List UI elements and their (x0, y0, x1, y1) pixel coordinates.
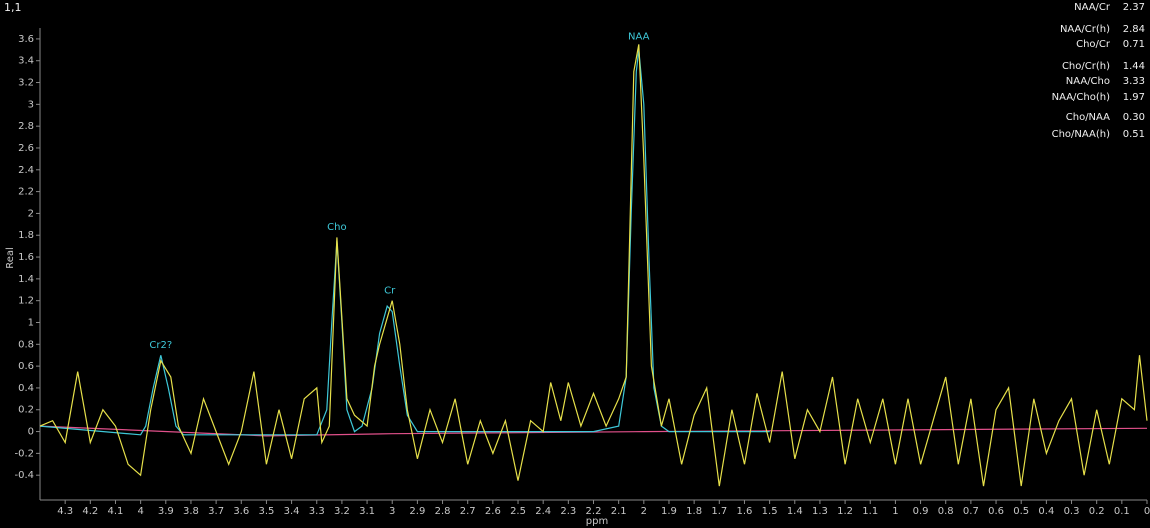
y-tick-label: 1.8 (18, 230, 34, 241)
x-tick-label: 4.2 (82, 506, 98, 517)
x-tick-label: 2.5 (510, 506, 526, 517)
ratio-value: 2.37 (1123, 2, 1145, 13)
x-tick-label: 1.7 (711, 506, 727, 517)
ratio-value: 1.44 (1123, 61, 1145, 72)
ratio-label: Cho/NAA (1066, 112, 1110, 123)
y-tick-label: 3.6 (18, 34, 34, 45)
y-tick-label: 0 (28, 427, 34, 438)
ratio-label: Cho/Cr(h) (1062, 61, 1110, 72)
x-tick-label: 1.5 (762, 506, 778, 517)
x-tick-label: 4 (137, 506, 143, 517)
x-tick-label: 1.8 (686, 506, 702, 517)
x-tick-label: 3.5 (258, 506, 274, 517)
x-tick-label: 0.1 (1114, 506, 1130, 517)
ratio-value: 2.84 (1123, 24, 1145, 35)
x-tick-label: 3.8 (183, 506, 199, 517)
x-tick-label: 2.6 (485, 506, 501, 517)
y-axis-label: Real (5, 247, 16, 269)
x-tick-label: 0.4 (1038, 506, 1054, 517)
y-tick-label: 1 (28, 317, 34, 328)
x-axis-label: ppm (586, 516, 608, 527)
x-tick-label: 2.8 (435, 506, 451, 517)
x-tick-label: 1.3 (812, 506, 828, 517)
x-tick-label: 0.5 (1013, 506, 1029, 517)
x-tick-label: 0.7 (963, 506, 979, 517)
ratio-label: Cho/Cr (1076, 39, 1111, 50)
x-tick-label: 0 (1144, 506, 1150, 517)
x-tick-label: 3 (389, 506, 395, 517)
x-tick-label: 0.6 (988, 506, 1004, 517)
x-tick-label: 2.9 (409, 506, 425, 517)
x-tick-label: 2.7 (460, 506, 476, 517)
y-tick-label: 1.2 (18, 296, 34, 307)
x-tick-label: 3.7 (208, 506, 224, 517)
y-tick-label: 0.4 (18, 383, 34, 394)
y-tick-label: 3 (28, 99, 34, 110)
ratio-label: NAA/Cr (1074, 2, 1111, 13)
x-tick-label: 2.2 (586, 506, 602, 517)
x-tick-label: 0.3 (1064, 506, 1080, 517)
y-tick-label: 0.8 (18, 339, 34, 350)
series-line (39, 425, 1148, 437)
x-tick-label: 2.1 (611, 506, 627, 517)
y-tick-label: 2.6 (18, 143, 34, 154)
x-tick-label: 3.6 (233, 506, 249, 517)
peak-label: NAA (628, 31, 650, 42)
x-tick-label: 1.2 (837, 506, 853, 517)
viewport-label: 1,1 (4, 1, 22, 14)
x-tick-label: 1.6 (737, 506, 753, 517)
x-tick-label: 1.1 (862, 506, 878, 517)
y-tick-label: 0.6 (18, 361, 34, 372)
x-tick-label: 0.2 (1089, 506, 1105, 517)
ratio-label: NAA/Cho (1066, 76, 1110, 87)
x-tick-label: 3.9 (158, 506, 174, 517)
ratio-value: 0.51 (1123, 129, 1145, 140)
x-tick-label: 3.2 (334, 506, 350, 517)
ratio-label: Cho/NAA(h) (1052, 129, 1110, 140)
x-tick-label: 3.4 (284, 506, 300, 517)
x-tick-label: 4.1 (108, 506, 124, 517)
y-tick-label: 0.2 (18, 405, 34, 416)
y-tick-label: 1.4 (18, 274, 34, 285)
peak-label: Cho (327, 222, 346, 233)
x-tick-label: 1 (892, 506, 898, 517)
series-line (39, 44, 1148, 487)
ratio-value: 1.97 (1123, 92, 1145, 103)
y-tick-label: -0.4 (14, 470, 34, 481)
y-tick-label: 3.4 (18, 56, 34, 67)
y-tick-label: 2 (28, 208, 34, 219)
x-tick-label: 2 (641, 506, 647, 517)
x-tick-label: 2.3 (560, 506, 576, 517)
y-tick-label: 1.6 (18, 252, 34, 263)
ratio-value: 0.30 (1123, 112, 1145, 123)
ratio-value: 0.71 (1123, 39, 1145, 50)
y-tick-label: 3.2 (18, 78, 34, 89)
ratio-label: NAA/Cho(h) (1052, 92, 1110, 103)
series-line (39, 49, 770, 436)
x-tick-label: 1.4 (787, 506, 803, 517)
peak-label: Cr (384, 285, 396, 296)
x-tick-label: 3.3 (309, 506, 325, 517)
ratio-label: NAA/Cr(h) (1060, 24, 1110, 35)
y-tick-label: 2.2 (18, 187, 34, 198)
y-tick-label: -0.2 (14, 448, 34, 459)
ratio-value: 3.33 (1123, 76, 1145, 87)
x-tick-label: 3.1 (359, 506, 375, 517)
x-tick-label: 0.9 (913, 506, 929, 517)
x-tick-label: 2.4 (535, 506, 551, 517)
x-tick-label: 0.8 (938, 506, 954, 517)
x-tick-label: 4.3 (57, 506, 73, 517)
y-tick-label: 2.8 (18, 121, 34, 132)
x-tick-label: 1.9 (661, 506, 677, 517)
y-tick-label: 2.4 (18, 165, 34, 176)
peak-label: Cr2? (149, 340, 172, 351)
